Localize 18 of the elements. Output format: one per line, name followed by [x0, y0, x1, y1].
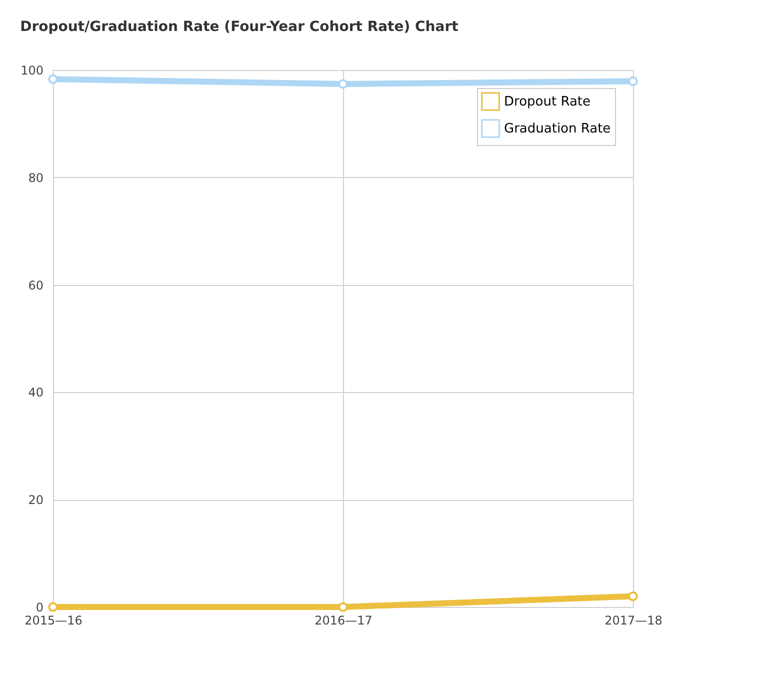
point: [48, 74, 58, 84]
y-tick-label: 60: [28, 278, 44, 292]
point: [48, 602, 58, 612]
y-tick-label: 40: [28, 386, 44, 400]
y-tick-label: 100: [20, 64, 44, 78]
chart-title: Dropout/Graduation Rate (Four-Year Cohort Rate) Chart: [20, 19, 459, 35]
point: [628, 591, 638, 602]
point: [338, 602, 348, 612]
point: [338, 79, 348, 89]
x-tick-label: 2016—17: [314, 614, 372, 628]
legend-label: Graduation Rate: [504, 122, 611, 136]
x-tick-label: 2015—16: [24, 614, 82, 628]
y-tick-label: 80: [28, 170, 44, 185]
x-tick-label: 2017—18: [604, 614, 662, 628]
legend-label: Dropout Rate: [504, 94, 591, 110]
y-tick-label: 0: [36, 600, 44, 614]
y-tick-label: 20: [28, 493, 44, 508]
point: [628, 76, 638, 86]
